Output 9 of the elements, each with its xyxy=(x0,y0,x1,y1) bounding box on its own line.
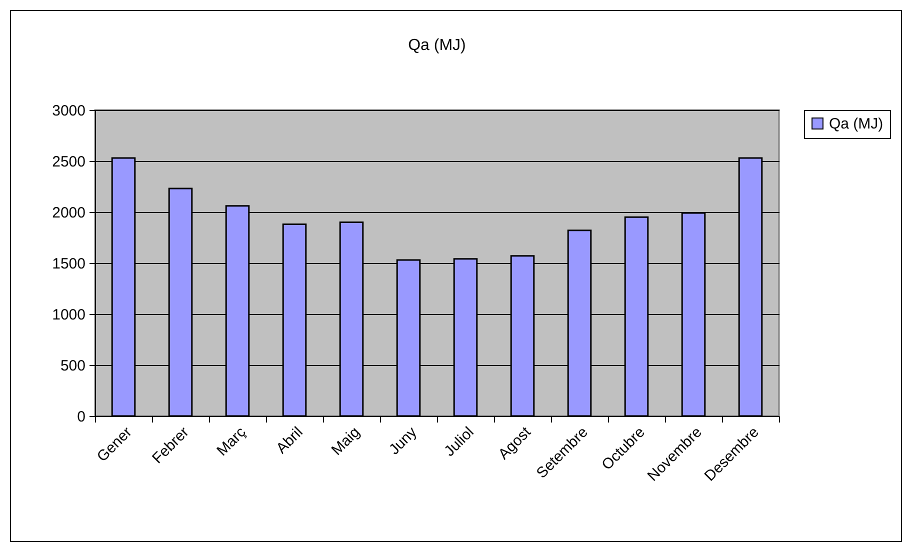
y-tick-label: 1500 xyxy=(52,256,86,272)
y-tick-label: 2000 xyxy=(52,204,86,222)
chart-title: Qa (MJ) xyxy=(408,37,466,54)
legend-label: Qa (MJ) xyxy=(829,116,884,132)
y-tick-label: 1000 xyxy=(52,306,86,324)
y-tick-label: 500 xyxy=(60,358,86,374)
y-tick-label: 0 xyxy=(77,408,86,426)
y-tick-label: 2500 xyxy=(52,154,86,170)
y-tick-label: 3000 xyxy=(52,102,86,120)
